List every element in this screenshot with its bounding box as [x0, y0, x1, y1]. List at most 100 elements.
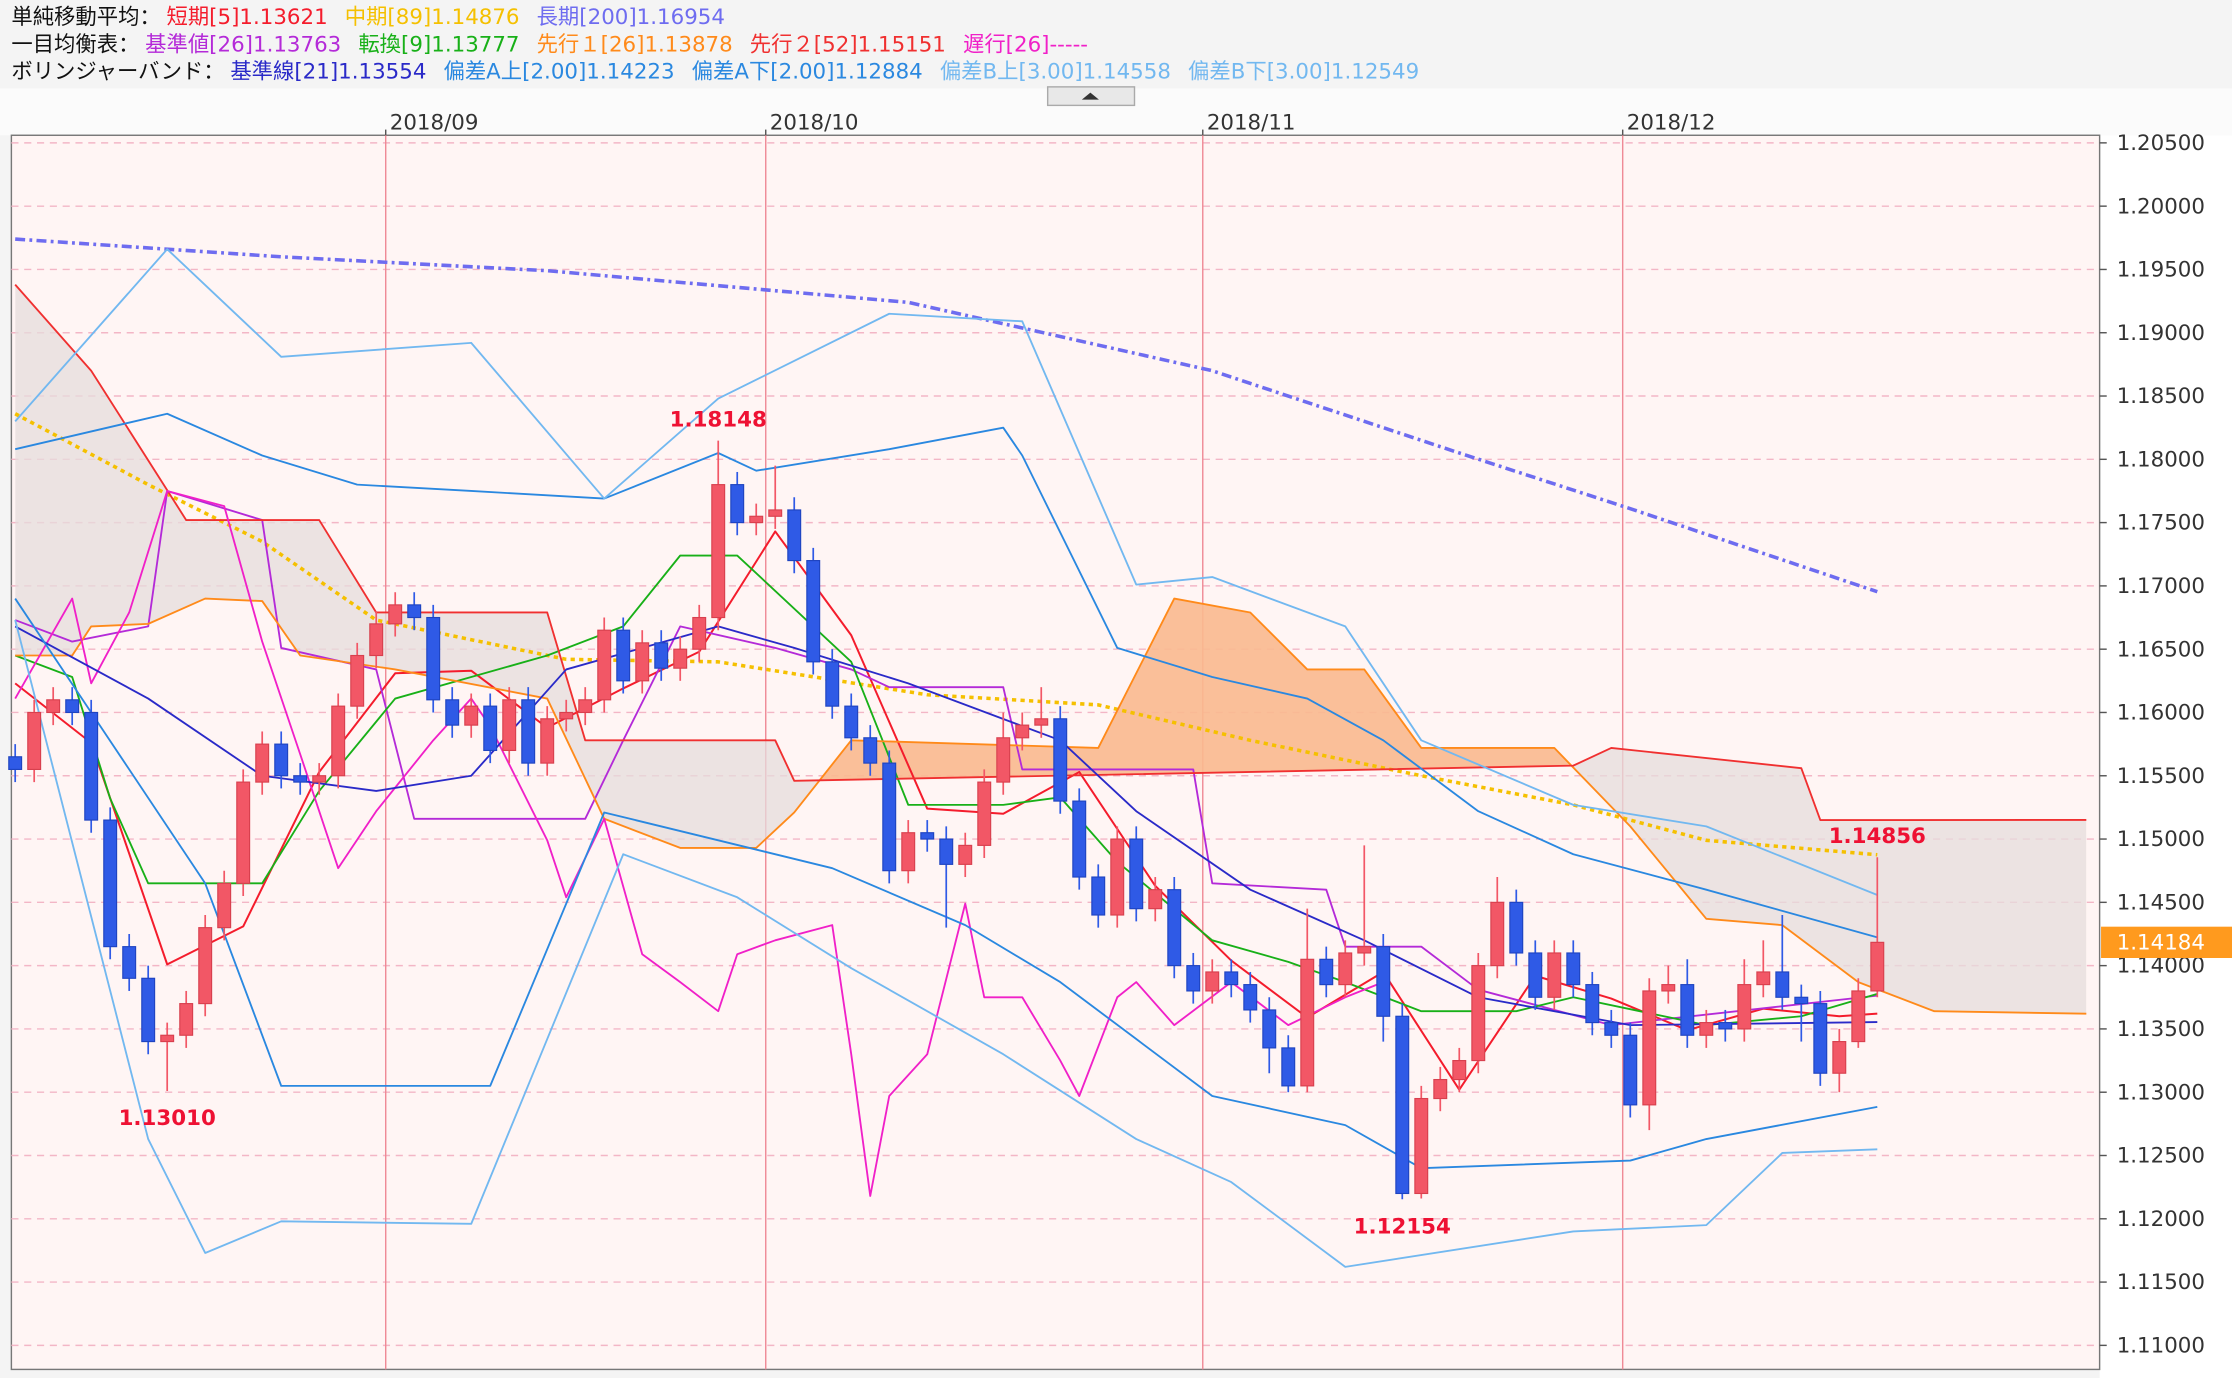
candle-body	[274, 743, 289, 777]
candle-body	[635, 642, 650, 682]
candle-body	[711, 484, 726, 619]
indicator-line	[14, 412, 1878, 857]
candle-body	[1167, 889, 1182, 967]
candle-body	[1129, 838, 1144, 910]
y-tick-label: 1.17500	[2117, 511, 2205, 536]
candle-body	[730, 484, 745, 524]
candle-body	[141, 977, 156, 1043]
x-tick-label: 2018/11	[1207, 111, 1296, 136]
price-annotation: 1.14856	[1829, 824, 1926, 849]
indicator-line	[14, 598, 1878, 1170]
candle-body	[122, 946, 137, 979]
candle-body	[407, 604, 422, 619]
y-tick-label: 1.13000	[2117, 1080, 2205, 1105]
candle-body	[502, 699, 517, 752]
indicator-line	[14, 248, 1878, 896]
indicator-line	[14, 412, 1878, 939]
candle-body	[236, 781, 251, 884]
candle-body	[1224, 971, 1239, 986]
candle-body	[673, 648, 688, 669]
candle-body	[806, 560, 821, 663]
candle-body	[8, 756, 23, 771]
collapse-icon[interactable]	[1081, 92, 1099, 100]
candle-body	[958, 844, 973, 865]
legend-entry: 偏差A上[2.00]1.14223	[444, 59, 675, 84]
legend-entry: 転換[9]1.13777	[358, 32, 519, 57]
candle-body	[1091, 876, 1106, 916]
candle-body	[597, 629, 612, 701]
candle-body	[1756, 971, 1771, 986]
indicator-line	[15, 237, 1878, 594]
candle-body	[1718, 1022, 1733, 1030]
candle-body	[103, 819, 118, 948]
candle-body	[844, 705, 859, 739]
candle-body	[692, 616, 707, 650]
candle-body	[1737, 984, 1752, 1030]
candle-body	[540, 718, 555, 764]
candle-body	[293, 775, 308, 783]
candle-body	[1509, 901, 1524, 954]
legend-entry: 遅行[26]-----	[963, 32, 1088, 57]
candle-body	[445, 699, 460, 726]
candle-body	[1243, 984, 1258, 1011]
y-tick-label: 1.16500	[2117, 637, 2205, 662]
x-tick-label: 2018/09	[390, 111, 479, 136]
y-tick-label: 1.15000	[2117, 827, 2205, 852]
candle-body	[559, 711, 574, 720]
candle-body	[1053, 718, 1068, 802]
indicator-line	[14, 619, 1878, 1268]
candle-body	[1490, 901, 1505, 967]
candle-body	[1281, 1047, 1296, 1087]
candle-body	[768, 509, 783, 517]
candle-body	[198, 927, 213, 1005]
x-tick-label: 2018/10	[770, 111, 859, 136]
y-tick-label: 1.15500	[2117, 764, 2205, 789]
y-tick-label: 1.11500	[2117, 1270, 2205, 1295]
candle-body	[426, 616, 441, 701]
candle-body	[1813, 1003, 1828, 1074]
candle-body	[1604, 1022, 1619, 1036]
candle-body	[369, 623, 384, 657]
candle-body	[160, 1034, 175, 1043]
y-tick-label: 1.12000	[2117, 1207, 2205, 1232]
candle-body	[521, 699, 536, 764]
candle-body	[1661, 984, 1676, 992]
candle-body	[939, 838, 954, 865]
collapse-button[interactable]	[1046, 86, 1136, 107]
price-annotation: 1.18148	[670, 407, 767, 432]
y-tick-label: 1.19000	[2117, 321, 2205, 346]
candle-body	[749, 515, 764, 524]
candle-body	[46, 699, 61, 714]
candle-body	[1034, 718, 1049, 726]
legend-entry: 偏差A下[2.00]1.12884	[692, 59, 923, 84]
candle-body	[1300, 958, 1315, 1087]
candle-body	[920, 832, 935, 840]
legend-entry: 先行１[26]1.13878	[537, 32, 733, 57]
indicator-line	[14, 554, 1878, 1027]
legend-entry: 短期[5]1.13621	[166, 5, 327, 30]
candle-body	[1015, 724, 1030, 739]
candle-body	[1794, 996, 1809, 1005]
legend-group-label: ボリンジャーバンド：	[11, 59, 224, 84]
candle-body	[616, 629, 631, 682]
y-tick-label: 1.20000	[2117, 194, 2205, 219]
current-price-label: 1.14184	[2117, 930, 2205, 955]
y-tick-label: 1.18500	[2117, 384, 2205, 409]
legend-entry: 偏差B下[3.00]1.12549	[1188, 59, 1419, 84]
price-annotation: 1.13010	[119, 1106, 216, 1131]
legend-entry: 基準値[26]1.13763	[145, 32, 341, 57]
candle-body	[996, 737, 1011, 783]
candle-body	[1566, 952, 1581, 986]
y-tick-label: 1.20500	[2117, 131, 2205, 156]
candle-body	[1072, 800, 1087, 878]
candle-body	[312, 775, 327, 783]
candle-body	[1623, 1034, 1638, 1106]
legend-entry: 基準線[21]1.13554	[230, 59, 426, 84]
candle-body	[65, 699, 80, 714]
candle-body	[1585, 984, 1600, 1024]
legend-entry: 中期[89]1.14876	[345, 5, 520, 30]
plot-area	[10, 134, 2101, 1371]
candle-body	[578, 699, 593, 714]
x-tick-label: 2018/12	[1627, 111, 1716, 136]
